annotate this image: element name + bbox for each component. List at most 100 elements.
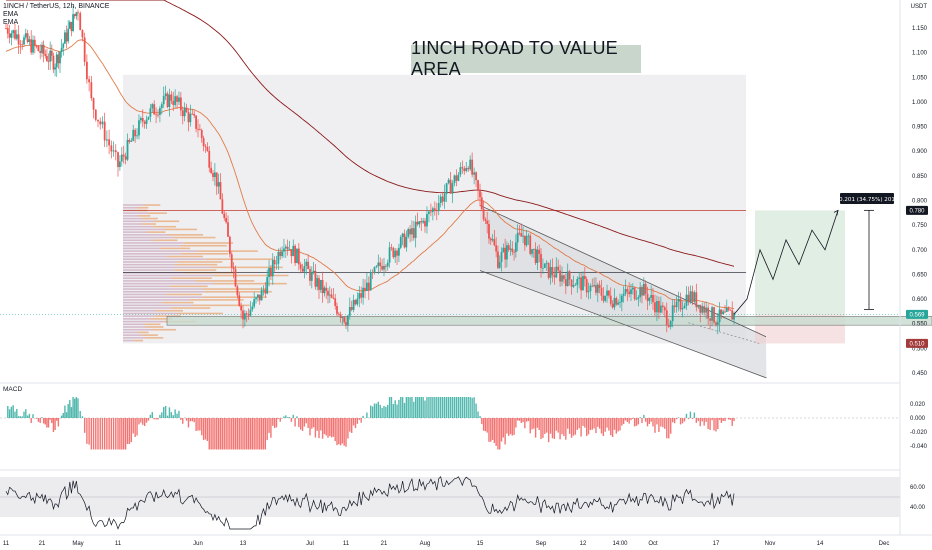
macd-histogram-bar bbox=[296, 416, 298, 418]
macd-histogram-bar bbox=[440, 397, 442, 418]
candle-body bbox=[626, 289, 629, 292]
volume-profile-bar bbox=[123, 312, 178, 315]
candle-body bbox=[354, 299, 357, 305]
macd-histogram-bar bbox=[387, 404, 389, 418]
macd-histogram-bar bbox=[51, 418, 53, 424]
macd-histogram-bar bbox=[253, 418, 255, 450]
candle-body bbox=[394, 250, 397, 258]
macd-histogram-bar bbox=[493, 418, 496, 443]
macd-histogram-bar bbox=[561, 418, 563, 435]
candle-body bbox=[523, 235, 526, 246]
candle-body bbox=[729, 309, 732, 311]
candle-body bbox=[390, 247, 393, 249]
candle-body bbox=[200, 130, 203, 139]
candle-body bbox=[191, 113, 194, 115]
candle-body bbox=[321, 279, 324, 294]
candle-body bbox=[591, 285, 594, 287]
candle-body bbox=[559, 270, 561, 282]
macd-histogram-bar bbox=[670, 418, 672, 434]
macd-histogram-bar bbox=[490, 418, 492, 442]
candle-body bbox=[667, 325, 670, 327]
volume-profile-bar bbox=[202, 288, 268, 290]
macd-histogram-bar bbox=[703, 418, 705, 426]
candle-body bbox=[598, 284, 601, 289]
volume-profile-bar bbox=[123, 236, 174, 239]
volume-profile-bar bbox=[159, 247, 191, 250]
macd-histogram-bar bbox=[119, 418, 121, 450]
macd-histogram-bar bbox=[39, 418, 41, 423]
macd-histogram-bar bbox=[381, 407, 383, 418]
macd-histogram-bar bbox=[617, 418, 619, 432]
candle-body bbox=[168, 94, 171, 107]
candle-body bbox=[589, 285, 592, 292]
macd-histogram-bar bbox=[471, 397, 473, 418]
candle-body bbox=[373, 267, 376, 273]
candle-body bbox=[114, 150, 117, 153]
macd-histogram-bar bbox=[79, 411, 81, 418]
candle-body bbox=[611, 303, 614, 308]
candle-body bbox=[85, 61, 88, 80]
macd-histogram-bar bbox=[388, 397, 391, 418]
candle-body bbox=[683, 305, 686, 309]
candle-body bbox=[101, 121, 104, 125]
price-tick-label: 1.050 bbox=[912, 75, 928, 81]
candle-body bbox=[327, 290, 329, 296]
macd-histogram-bar bbox=[457, 397, 460, 418]
macd-histogram-bar bbox=[568, 418, 571, 434]
candle-body bbox=[360, 293, 363, 298]
candle-body bbox=[345, 322, 347, 326]
macd-histogram-bar bbox=[520, 418, 522, 423]
macd-histogram-bar bbox=[733, 418, 735, 422]
candle-body bbox=[270, 268, 272, 277]
macd-histogram-bar bbox=[110, 418, 113, 450]
candle-body bbox=[449, 179, 452, 194]
chart-header: 1INCH / TetherUS, 12h, BINANCE EMA EMA bbox=[3, 3, 109, 27]
candle-body bbox=[574, 284, 577, 286]
macd-histogram-bar bbox=[35, 418, 38, 419]
macd-histogram-bar bbox=[717, 418, 719, 430]
candle-body bbox=[422, 220, 425, 223]
candle-body bbox=[613, 298, 616, 308]
candle-body bbox=[307, 261, 310, 270]
macd-histogram-bar bbox=[117, 418, 119, 450]
support-zone bbox=[166, 316, 932, 326]
candle-body bbox=[290, 249, 293, 257]
macd-histogram-bar bbox=[443, 397, 446, 418]
volume-profile-bar bbox=[123, 315, 155, 317]
candle-body bbox=[733, 312, 735, 320]
macd-histogram-bar bbox=[637, 418, 640, 425]
volume-profile-bar bbox=[142, 217, 158, 220]
volume-profile-bar bbox=[142, 334, 158, 336]
macd-histogram-bar bbox=[375, 403, 378, 418]
macd-histogram-bar bbox=[677, 417, 680, 418]
candle-body bbox=[120, 154, 123, 162]
macd-histogram-bar bbox=[679, 418, 682, 425]
macd-histogram-bar bbox=[604, 418, 606, 432]
candle-body bbox=[92, 98, 95, 110]
candle-body bbox=[217, 182, 220, 187]
candle-body bbox=[407, 229, 410, 237]
candle-body bbox=[564, 279, 567, 287]
candle-body bbox=[198, 129, 201, 131]
volume-profile-bar bbox=[123, 234, 168, 236]
candle-body bbox=[206, 147, 209, 151]
volume-profile-bar bbox=[123, 212, 148, 214]
volume-profile-bar bbox=[210, 266, 283, 269]
candle-body bbox=[633, 287, 636, 299]
candle-body bbox=[157, 114, 159, 116]
macd-histogram-bar bbox=[159, 414, 161, 418]
candle-body bbox=[488, 223, 490, 239]
macd-histogram-bar bbox=[10, 406, 13, 418]
candle-body bbox=[292, 245, 295, 257]
candle-body bbox=[725, 308, 728, 312]
price-tick-label: 0.900 bbox=[912, 149, 928, 155]
price-axis[interactable]: 1.150 1.100 1.050 1.000 0.950 0.900 0.850 0.800… bbox=[899, 0, 928, 535]
macd-histogram-bar bbox=[671, 418, 674, 423]
candle-body bbox=[388, 247, 391, 263]
macd-histogram-bar bbox=[370, 405, 372, 418]
candle-body bbox=[609, 295, 612, 304]
time-axis[interactable]: 11 21 May 11 Jun 13 Jul 11 21 Aug 15 Sep 12 14:00 Oct 1… bbox=[3, 541, 889, 547]
macd-histogram-bar bbox=[515, 418, 517, 428]
